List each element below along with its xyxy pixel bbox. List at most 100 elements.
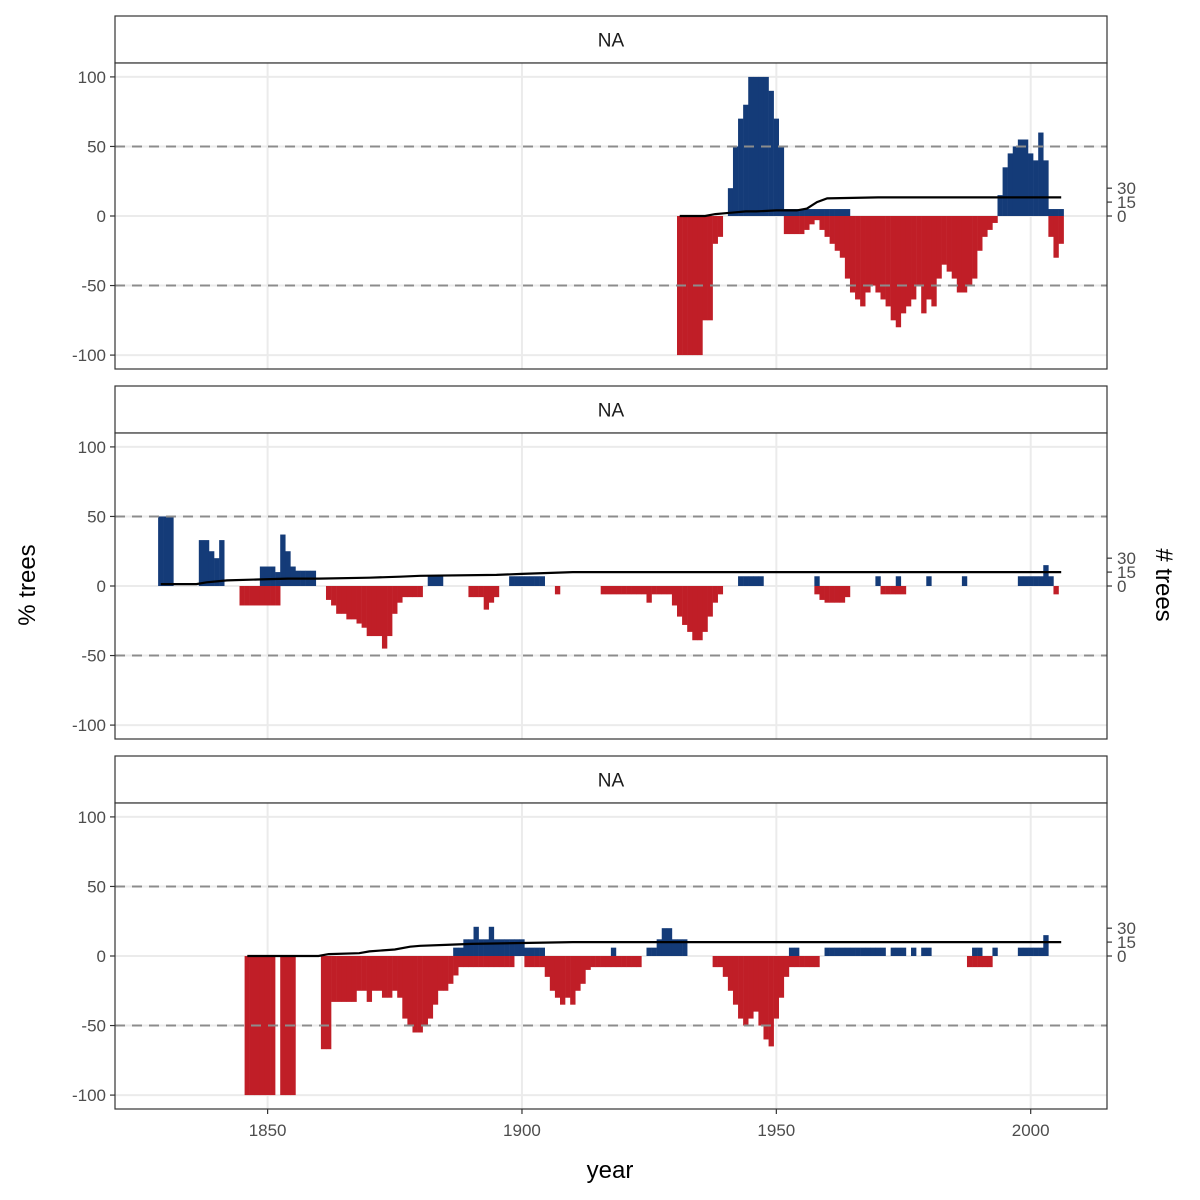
negative-bar bbox=[890, 586, 897, 595]
positive-bar bbox=[788, 947, 795, 956]
x-tick-label: 1850 bbox=[249, 1121, 287, 1140]
negative-bar bbox=[977, 956, 983, 968]
negative-bar bbox=[264, 956, 271, 1096]
y2-tick-label: 30 bbox=[1117, 919, 1136, 938]
negative-bar bbox=[819, 586, 825, 600]
sample-depth-line bbox=[247, 940, 1062, 958]
y-tick-label: 50 bbox=[87, 877, 106, 896]
positive-bar bbox=[794, 209, 800, 216]
y-tick-label: -50 bbox=[81, 647, 106, 666]
x-axis: 1850 1900 1950 2000 bbox=[249, 1109, 1050, 1140]
positive-bar bbox=[834, 947, 841, 956]
y-axis-title: % trees bbox=[14, 544, 41, 625]
positive-bar bbox=[768, 90, 774, 216]
negative-bar bbox=[926, 216, 932, 300]
negative-bar bbox=[621, 956, 627, 968]
y2-tick-label: 0 bbox=[1117, 207, 1126, 226]
negative-bar bbox=[468, 956, 474, 968]
negative-bar bbox=[529, 956, 535, 968]
negative-bar bbox=[376, 586, 383, 637]
positive-bar bbox=[926, 576, 932, 586]
y-tick-label: 100 bbox=[78, 438, 106, 457]
negative-bar bbox=[336, 586, 342, 614]
positive-bar bbox=[900, 947, 907, 956]
negative-bar bbox=[661, 586, 668, 595]
positive-bar bbox=[743, 104, 749, 216]
y2-tick-label: 15 bbox=[1117, 933, 1136, 952]
negative-bar bbox=[844, 586, 851, 598]
positive-bar bbox=[539, 576, 545, 586]
negative-bar bbox=[488, 586, 495, 603]
negative-bar bbox=[549, 956, 556, 991]
negative-bar bbox=[249, 586, 256, 606]
positive-bar bbox=[219, 540, 225, 586]
positive-bar bbox=[1017, 576, 1024, 586]
negative-bar bbox=[320, 956, 327, 1050]
positive-bar bbox=[824, 947, 830, 956]
positive-bar bbox=[259, 566, 266, 586]
positive-bar bbox=[1043, 160, 1049, 216]
negative-bar bbox=[331, 586, 337, 606]
negative-bar bbox=[788, 216, 795, 235]
negative-bar bbox=[376, 956, 383, 991]
negative-bar bbox=[717, 216, 724, 237]
negative-bar bbox=[799, 956, 805, 968]
negative-bar bbox=[381, 586, 388, 649]
negative-bar bbox=[412, 586, 418, 598]
negative-bar bbox=[666, 586, 673, 595]
positive-bar bbox=[610, 947, 617, 956]
facet-strip bbox=[114, 385, 1108, 434]
negative-bar bbox=[356, 586, 362, 624]
negative-bar bbox=[641, 586, 647, 595]
negative-bar bbox=[575, 956, 581, 991]
positive-bar bbox=[824, 209, 830, 216]
positive-bar bbox=[163, 516, 169, 586]
positive-bar bbox=[895, 576, 902, 586]
positive-bar bbox=[493, 939, 500, 956]
positive-bar bbox=[290, 566, 296, 586]
y2-tick-label: 30 bbox=[1117, 549, 1136, 568]
negative-bar bbox=[448, 956, 454, 984]
negative-bar bbox=[972, 956, 978, 968]
negative-bar bbox=[341, 586, 347, 614]
negative-bar bbox=[605, 956, 612, 968]
negative-bar bbox=[783, 956, 790, 977]
y2-tick-label: 0 bbox=[1117, 577, 1126, 596]
negative-bar bbox=[397, 586, 403, 603]
negative-bar bbox=[804, 216, 810, 230]
negative-bar bbox=[712, 586, 718, 603]
negative-bar bbox=[371, 586, 378, 637]
negative-bar bbox=[895, 586, 902, 595]
negative-bar bbox=[361, 956, 367, 991]
positive-bar bbox=[1038, 132, 1044, 216]
positive-bar bbox=[839, 209, 846, 216]
y-tick-label: 50 bbox=[87, 137, 106, 156]
positive-bar bbox=[1002, 167, 1008, 216]
negative-bar bbox=[732, 956, 739, 1005]
positive-bar bbox=[819, 209, 825, 216]
negative-bar bbox=[346, 586, 352, 620]
negative-bar bbox=[442, 956, 449, 991]
positive-bar bbox=[682, 939, 688, 956]
negative-bar bbox=[1048, 216, 1054, 237]
positive-bar bbox=[539, 947, 545, 956]
negative-bar bbox=[331, 956, 337, 1002]
negative-bar bbox=[336, 956, 342, 1002]
negative-bar bbox=[381, 956, 388, 998]
negative-bar bbox=[402, 586, 408, 598]
y-tick-label: -100 bbox=[72, 716, 106, 735]
negative-bar bbox=[717, 586, 724, 595]
negative-bar bbox=[936, 216, 942, 279]
negative-bar bbox=[570, 956, 576, 1005]
positive-bar bbox=[514, 576, 520, 586]
negative-bar bbox=[397, 956, 403, 998]
negative-bar bbox=[707, 586, 713, 617]
positive-bar bbox=[1033, 947, 1039, 956]
negative-bar bbox=[905, 216, 912, 307]
negative-bar bbox=[875, 216, 881, 293]
negative-bar bbox=[814, 956, 820, 968]
positive-bar bbox=[743, 576, 749, 586]
y-tick-label: 100 bbox=[78, 808, 106, 827]
negative-bar bbox=[493, 956, 500, 968]
